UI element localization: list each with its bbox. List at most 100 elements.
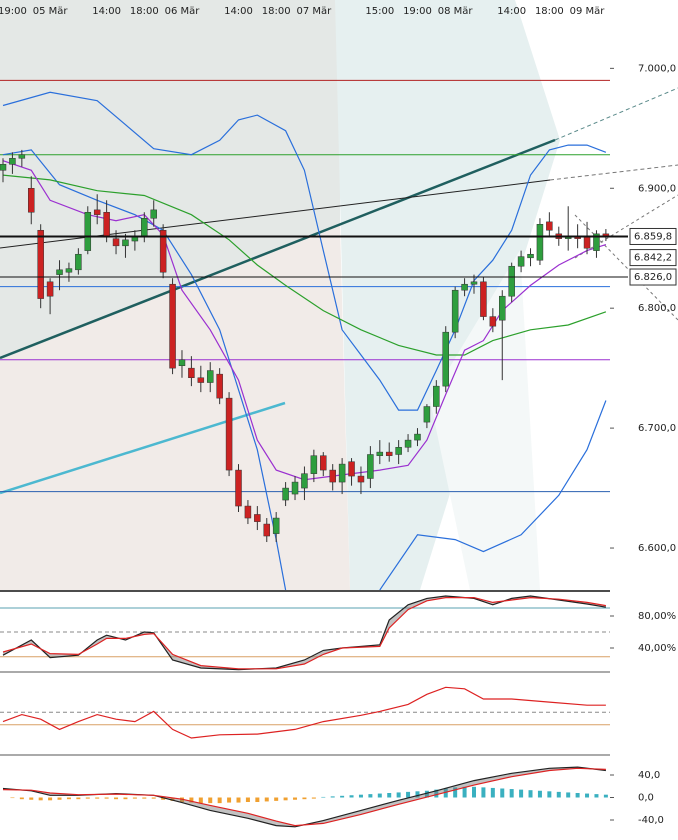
histogram-bar — [406, 791, 411, 798]
histogram-bar — [340, 795, 345, 798]
histogram-bar — [453, 787, 458, 798]
candle-body — [367, 454, 374, 479]
histogram-bar — [208, 797, 213, 804]
histogram-bar — [481, 787, 486, 798]
price-label: 6.842,2 — [634, 253, 672, 264]
histogram-bar — [472, 786, 476, 798]
candle-body — [122, 239, 129, 247]
candle-body — [583, 235, 591, 249]
candle-body — [254, 514, 261, 522]
candle-body — [244, 505, 252, 519]
candle-body — [103, 212, 110, 237]
candle-body — [169, 283, 176, 369]
candle-body — [225, 397, 233, 471]
y-tick-label: -40,0 — [638, 815, 664, 826]
histogram-bar — [95, 797, 100, 799]
histogram-bar — [566, 792, 571, 798]
candle-body — [376, 451, 384, 456]
candle-body — [414, 433, 421, 441]
histogram-bar — [293, 797, 298, 800]
candle-body — [206, 370, 214, 383]
candle-body — [84, 212, 92, 251]
y-tick-label: 0,0 — [638, 793, 654, 804]
candle-body — [141, 218, 148, 237]
candle-body — [442, 331, 449, 387]
histogram-bar — [368, 794, 373, 798]
candle-body — [75, 253, 82, 271]
candle-body — [320, 455, 327, 471]
y-tick-label: 80,00% — [638, 611, 676, 622]
histogram-bar — [585, 793, 590, 798]
candle-body — [461, 283, 468, 291]
candle-body — [499, 295, 506, 321]
histogram-bar — [104, 797, 109, 799]
histogram-bar — [151, 797, 156, 799]
candle-body — [272, 517, 280, 534]
histogram-bar — [142, 797, 147, 799]
candle-body — [112, 238, 120, 247]
indicator-line — [2, 174, 607, 356]
x-tick-label: 05 Mär — [33, 6, 69, 17]
histogram-bar — [123, 797, 128, 800]
histogram-bar — [29, 797, 34, 800]
histogram-bar — [274, 797, 279, 801]
histogram-bar — [528, 790, 533, 798]
candle-body — [235, 469, 242, 507]
x-tick-label: 19:00 — [403, 6, 432, 17]
indicator-line — [2, 686, 606, 739]
histogram-bar — [434, 789, 439, 798]
x-tick-label: 19:00 — [0, 6, 27, 17]
histogram-bar — [396, 792, 401, 798]
histogram-bar — [236, 797, 241, 803]
histogram-bar — [603, 794, 608, 798]
histogram-bar — [48, 797, 53, 801]
histogram-bar — [358, 794, 363, 798]
shade-region — [0, 225, 350, 590]
candle-body — [489, 316, 497, 327]
candle-body — [178, 359, 186, 367]
candle-body — [197, 377, 205, 383]
candle-body — [329, 469, 336, 483]
candle-body — [517, 256, 525, 267]
x-tick-label: 14:00 — [224, 6, 253, 17]
x-tick-label: 06 Mär — [165, 6, 201, 17]
candle-body — [433, 385, 440, 407]
candle-body — [527, 253, 534, 259]
histogram-bar — [283, 797, 288, 801]
histogram-bar — [217, 797, 222, 804]
candle-body — [56, 269, 63, 275]
candle-body — [188, 367, 195, 378]
histogram-bar — [264, 797, 269, 802]
x-tick-label: 07 Mär — [296, 6, 332, 17]
trend-line — [0, 138, 556, 360]
x-tick-label: 14:00 — [497, 6, 526, 17]
candle-body — [404, 439, 412, 448]
y-tick-label: 7.000,0 — [638, 63, 676, 74]
histogram-bar — [424, 790, 429, 798]
indicator-line — [2, 91, 607, 411]
candle-body — [263, 523, 271, 537]
y-tick-label: 6.600,0 — [638, 543, 676, 554]
candle-body — [37, 229, 44, 299]
candle-body — [536, 223, 544, 261]
histogram-bar — [500, 788, 505, 798]
histogram-bar — [519, 789, 524, 798]
indicator-line — [2, 595, 607, 671]
histogram-bar — [462, 786, 467, 798]
candle-body — [46, 281, 54, 297]
histogram-bar — [114, 797, 119, 800]
x-tick-label: 18:00 — [535, 6, 564, 17]
histogram-bar — [38, 797, 43, 801]
candle-body — [0, 164, 7, 171]
candle-body — [470, 281, 478, 285]
y-tick-label: 6.800,0 — [638, 303, 676, 314]
y-tick-label: 6.700,0 — [638, 423, 676, 434]
histogram-bar — [170, 797, 175, 801]
price-label: 6.859,8 — [634, 231, 672, 242]
x-tick-label: 08 Mär — [438, 6, 474, 17]
histogram-bar — [547, 791, 552, 798]
x-tick-label: 15:00 — [365, 6, 394, 17]
histogram-bar — [443, 788, 448, 798]
candle-body — [291, 481, 299, 495]
y-tick-label: 40,00% — [638, 643, 676, 654]
